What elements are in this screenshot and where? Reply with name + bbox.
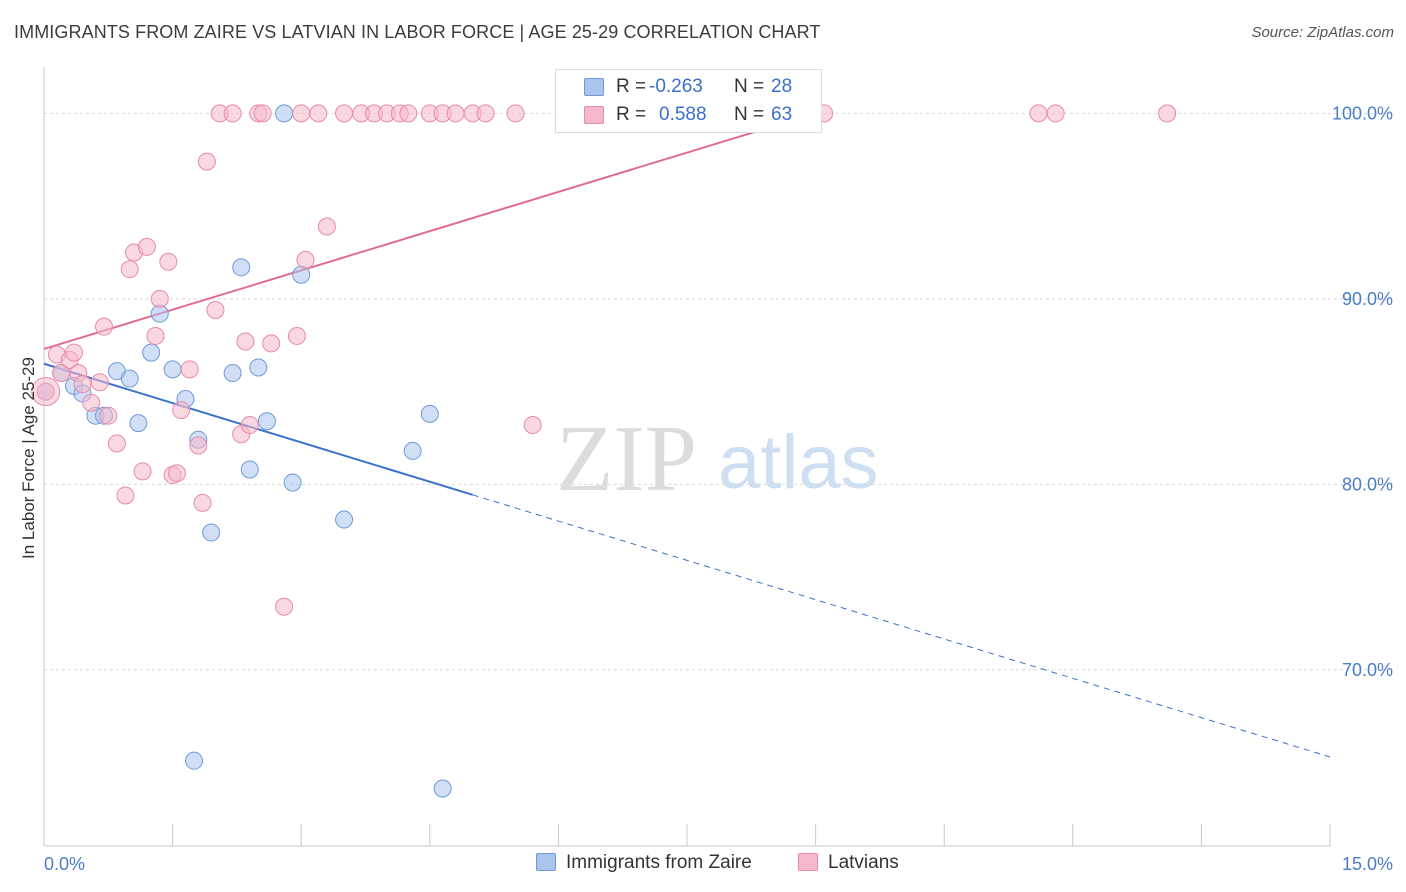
trend-lines <box>43 112 1331 758</box>
data-point-cluster <box>31 377 61 407</box>
data-point-latvians <box>82 393 101 412</box>
data-point-zaire <box>335 510 354 529</box>
data-point-latvians <box>120 260 139 279</box>
data-point-latvians <box>253 104 272 123</box>
data-point-latvians <box>236 332 255 351</box>
bottom-legend-swatch-latvians <box>798 853 818 871</box>
data-point-zaire <box>292 265 311 284</box>
legend-r-label: R = <box>616 104 647 125</box>
data-point-latvians <box>223 104 242 123</box>
data-point-zaire <box>202 523 221 542</box>
data-point-latvians <box>193 493 212 512</box>
data-point-latvians <box>523 415 542 434</box>
trend-line-extension-zaire <box>472 494 1331 758</box>
legend-n-value-latvians: 63 <box>771 104 793 125</box>
legend-r-value-zaire: -0.263 <box>649 76 703 97</box>
bottom-legend-label-latvians: Latvians <box>828 852 899 873</box>
y-tick-label: 100.0% <box>1332 103 1393 123</box>
data-point-zaire <box>232 258 251 277</box>
data-point-zaire <box>275 104 294 123</box>
x-tick-label-min: 0.0% <box>44 854 85 874</box>
data-point-latvians <box>292 104 311 123</box>
data-point-latvians <box>287 326 306 345</box>
legend-swatch-zaire <box>584 78 604 96</box>
data-point-latvians <box>95 317 114 336</box>
legend-n-label: N = <box>734 76 765 97</box>
data-point-zaire <box>420 404 439 423</box>
data-point-latvians <box>275 597 294 616</box>
data-point-latvians <box>146 326 165 345</box>
data-point-latvians <box>172 401 191 420</box>
legend-n-value-zaire: 28 <box>771 76 793 97</box>
data-point-latvians <box>206 300 225 319</box>
watermark: ZIP atlas <box>556 407 879 511</box>
data-point-latvians <box>317 217 336 236</box>
data-point-latvians <box>197 152 216 171</box>
data-point-zaire <box>129 414 148 433</box>
data-point-latvians <box>167 464 186 483</box>
bottom-legend-latvians: Latvians <box>798 852 899 874</box>
watermark-atlas: atlas <box>718 420 879 505</box>
data-point-latvians <box>446 104 465 123</box>
data-point-zaire <box>142 343 161 362</box>
data-point-latvians <box>137 237 156 256</box>
legend-n-label: N = <box>734 104 765 125</box>
y-tick-label: 90.0% <box>1342 289 1393 309</box>
data-point-latvians <box>180 360 199 379</box>
data-point-latvians <box>296 250 315 269</box>
data-point-zaire <box>185 751 204 770</box>
data-point-latvians <box>65 343 84 362</box>
data-point-latvians <box>1029 104 1048 123</box>
legend-swatch-latvians <box>584 106 604 124</box>
data-point-zaire <box>120 369 139 388</box>
data-point-latvians <box>99 406 118 425</box>
data-point-latvians <box>262 334 281 353</box>
data-point-zaire <box>403 441 422 460</box>
y-axis-label: In Labor Force | Age 25-29 <box>19 357 38 559</box>
trend-line-zaire <box>43 362 473 496</box>
data-point-latvians <box>133 462 152 481</box>
data-point-zaire <box>257 412 276 431</box>
data-point-latvians <box>506 104 525 123</box>
bottom-legend-zaire: Immigrants from Zaire <box>536 852 752 874</box>
data-point-zaire <box>240 460 259 479</box>
correlation-legend: R = -0.263 N = 28 R = 0.588 N = 63 <box>555 69 822 133</box>
data-point-latvians <box>399 104 418 123</box>
data-point-zaire <box>433 779 452 798</box>
data-point-zaire <box>283 473 302 492</box>
data-point-zaire <box>223 364 242 383</box>
y-tick-labels: 100.0% 90.0% 80.0% 70.0% <box>1332 103 1393 679</box>
data-point-zaire <box>249 358 268 377</box>
data-point-latvians <box>90 373 109 392</box>
data-point-latvians <box>309 104 328 123</box>
data-point-latvians <box>476 104 495 123</box>
axes <box>43 67 1331 847</box>
trend-line-latvians <box>43 112 816 350</box>
x-tick-label-max: 15.0% <box>1342 854 1393 874</box>
bottom-legend-label-zaire: Immigrants from Zaire <box>566 852 752 873</box>
chart-title: IMMIGRANTS FROM ZAIRE VS LATVIAN IN LABO… <box>14 22 821 42</box>
data-point-latvians <box>1046 104 1065 123</box>
y-tick-label: 70.0% <box>1342 660 1393 680</box>
data-point-latvians <box>150 289 169 308</box>
legend-r-label: R = <box>616 76 647 97</box>
legend-r-value-latvians: 0.588 <box>659 104 707 125</box>
data-point-latvians <box>189 436 208 455</box>
source-label: Source: ZipAtlas.com <box>1251 24 1394 41</box>
data-point-latvians <box>107 434 126 453</box>
gridlines <box>44 112 1392 671</box>
y-tick-label: 80.0% <box>1342 474 1393 494</box>
data-point-latvians <box>335 104 354 123</box>
data-point-latvians <box>240 415 259 434</box>
data-point-latvians <box>116 486 135 505</box>
data-point-latvians <box>73 375 92 394</box>
bottom-legend-swatch-zaire <box>536 853 556 871</box>
data-point-latvians <box>1158 104 1177 123</box>
data-point-zaire <box>163 360 182 379</box>
data-point-latvians <box>159 252 178 271</box>
watermark-zip: ZIP <box>556 407 697 511</box>
